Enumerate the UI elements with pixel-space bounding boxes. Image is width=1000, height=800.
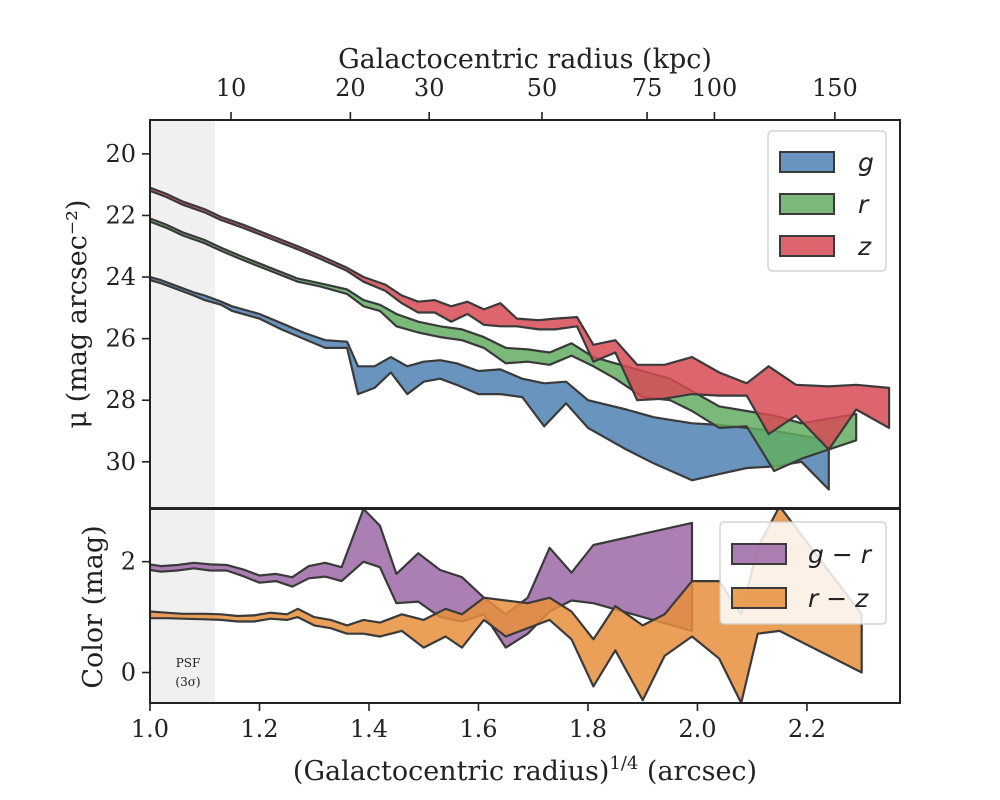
- legend-swatch-z: [779, 235, 835, 257]
- x-tick-label-1.2: 1.2: [240, 715, 278, 743]
- top-legend: grz: [767, 130, 887, 272]
- y-tick-label-26: 26: [105, 325, 136, 353]
- psf-shade-bottom: [150, 509, 215, 703]
- top-x-axis-title: Galactocentric radius (kpc): [338, 44, 712, 75]
- x-title-base: (Galactocentric radius): [293, 756, 609, 787]
- bottom-area-series: [150, 509, 863, 703]
- x-tick-label-1.0: 1.0: [131, 715, 169, 743]
- legend-swatch-g-r: [731, 543, 787, 565]
- top-x-tick-label-30: 30: [414, 74, 445, 102]
- top-x-tick-label-150: 150: [812, 74, 858, 102]
- bottom-y-axis: 02: [121, 548, 150, 687]
- x-tick-label-1.4: 1.4: [350, 715, 388, 743]
- legend-label-r: r: [858, 190, 870, 219]
- x-tick-label-1.8: 1.8: [569, 715, 607, 743]
- bottom-y-axis-title: Color (mag): [78, 525, 109, 688]
- bottom-panel: PSF (3σ) 02 1.0 1.2 1.4 1.6 1.8 2.0 2.2 Color …: [78, 508, 901, 787]
- legend-label-g: g: [858, 148, 874, 177]
- y-tick-label-28: 28: [105, 386, 136, 414]
- top-x-tick-label-75: 75: [632, 74, 663, 102]
- y-tick-label-22: 22: [105, 201, 136, 229]
- band-g: [150, 275, 830, 491]
- top-area-series: [150, 186, 891, 491]
- top-x-tick-label-50: 50: [527, 74, 558, 102]
- top-y-axis: 20 22 24 26 28 30: [105, 140, 150, 476]
- legend-swatch-r: [779, 193, 835, 215]
- x-title-unit: (arcsec): [638, 756, 757, 787]
- top-y-axis-title: μ (mag arcsec⁻²): [62, 200, 93, 429]
- band-r: [150, 217, 858, 473]
- band-z: [150, 186, 891, 451]
- band-r-z: [150, 509, 863, 703]
- top-x-tick-label-10: 10: [216, 74, 247, 102]
- y-tick-label-24: 24: [105, 263, 136, 291]
- bottom-x-axis-title: (Galactocentric radius)1/4 (arcsec): [293, 753, 757, 787]
- legend-label-r-z: r − z: [808, 584, 869, 613]
- legend-swatch-r-z: [731, 587, 787, 609]
- top-x-tick-label-100: 100: [692, 74, 738, 102]
- psf-label: PSF: [176, 656, 201, 670]
- bottom-legend: g − r r − z: [719, 521, 887, 625]
- top-secondary-x-axis: 10 20 30 50 75 100 150: [216, 74, 858, 120]
- y-tick-label-30: 30: [105, 448, 136, 476]
- color-y-tick-label-2: 2: [121, 548, 136, 576]
- psf-shade-top: [150, 120, 215, 508]
- x-tick-label-1.6: 1.6: [459, 715, 497, 743]
- legend-label-g-r: g − r: [808, 540, 873, 569]
- color-y-tick-label-0: 0: [121, 659, 136, 687]
- y-tick-label-20: 20: [105, 140, 136, 168]
- psf-sigma-label: (3σ): [175, 675, 200, 689]
- legend-swatch-g: [779, 151, 835, 173]
- bottom-x-axis: 1.0 1.2 1.4 1.6 1.8 2.0 2.2: [131, 703, 826, 743]
- legend-label-z: z: [857, 232, 872, 261]
- bottom-panel-frame: [149, 508, 901, 704]
- top-x-tick-label-20: 20: [335, 74, 366, 102]
- x-title-exponent: 1/4: [609, 753, 638, 774]
- x-tick-label-2.2: 2.2: [788, 715, 826, 743]
- top-panel: 20 22 24 26 28 30 10 20 30 50 75 100 150 Galactocen…: [62, 44, 901, 509]
- x-tick-label-2.0: 2.0: [678, 715, 716, 743]
